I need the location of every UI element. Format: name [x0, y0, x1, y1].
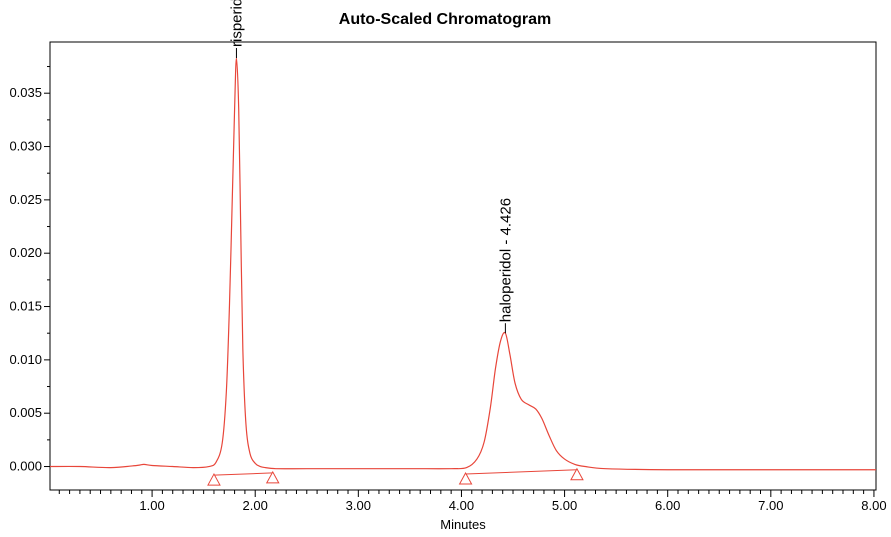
peak-baseline: [213, 472, 273, 476]
chart-title: Auto-Scaled Chromatogram: [339, 11, 551, 28]
chromatogram-trace: [49, 57, 876, 471]
peak-marker-triangle: [207, 473, 221, 486]
x-axis-label: Minutes: [440, 517, 486, 532]
y-tick-label: 0.035: [9, 85, 42, 100]
x-tick-label: 8.00: [861, 498, 886, 513]
x-tick-label: 5.00: [552, 498, 577, 513]
peak-markers: [207, 467, 584, 486]
y-tick-label: 0.025: [9, 192, 42, 207]
x-tick-label: 6.00: [655, 498, 680, 513]
x-tick-label: 7.00: [758, 498, 783, 513]
x-tick-label: 4.00: [449, 498, 474, 513]
plot-frame: [49, 41, 877, 491]
trace-line: [49, 57, 876, 471]
peak-label: haloperidol - 4.426: [497, 198, 514, 322]
y-axis: 0.000 0.005 0.010 0.015 0.020 0.025 0.030 0.035: [9, 66, 50, 474]
y-tick-label: 0.020: [9, 245, 42, 260]
peak-baseline: [465, 469, 577, 475]
peak-baselines: [213, 469, 577, 476]
x-tick-label: 2.00: [243, 498, 268, 513]
peak-marker-triangle: [265, 470, 280, 484]
y-tick-label: 0.030: [9, 139, 42, 154]
y-tick-label: 0.000: [9, 459, 42, 474]
peak-label: risperidone - 1.818: [228, 0, 245, 47]
y-tick-label: 0.005: [9, 405, 42, 420]
x-tick-label: 1.00: [139, 498, 164, 513]
x-axis: 1.00 2.00 3.00 4.00 5.00 6.00 7.00 8.00: [58, 490, 887, 513]
peak-marker-triangle: [458, 471, 473, 485]
peak-annotations: risperidone - 1.818 haloperidol - 4.426: [228, 0, 514, 334]
peak-marker-triangle: [570, 467, 584, 481]
x-tick-label: 3.00: [346, 498, 371, 513]
y-tick-label: 0.010: [9, 352, 42, 367]
y-tick-label: 0.015: [9, 299, 42, 314]
